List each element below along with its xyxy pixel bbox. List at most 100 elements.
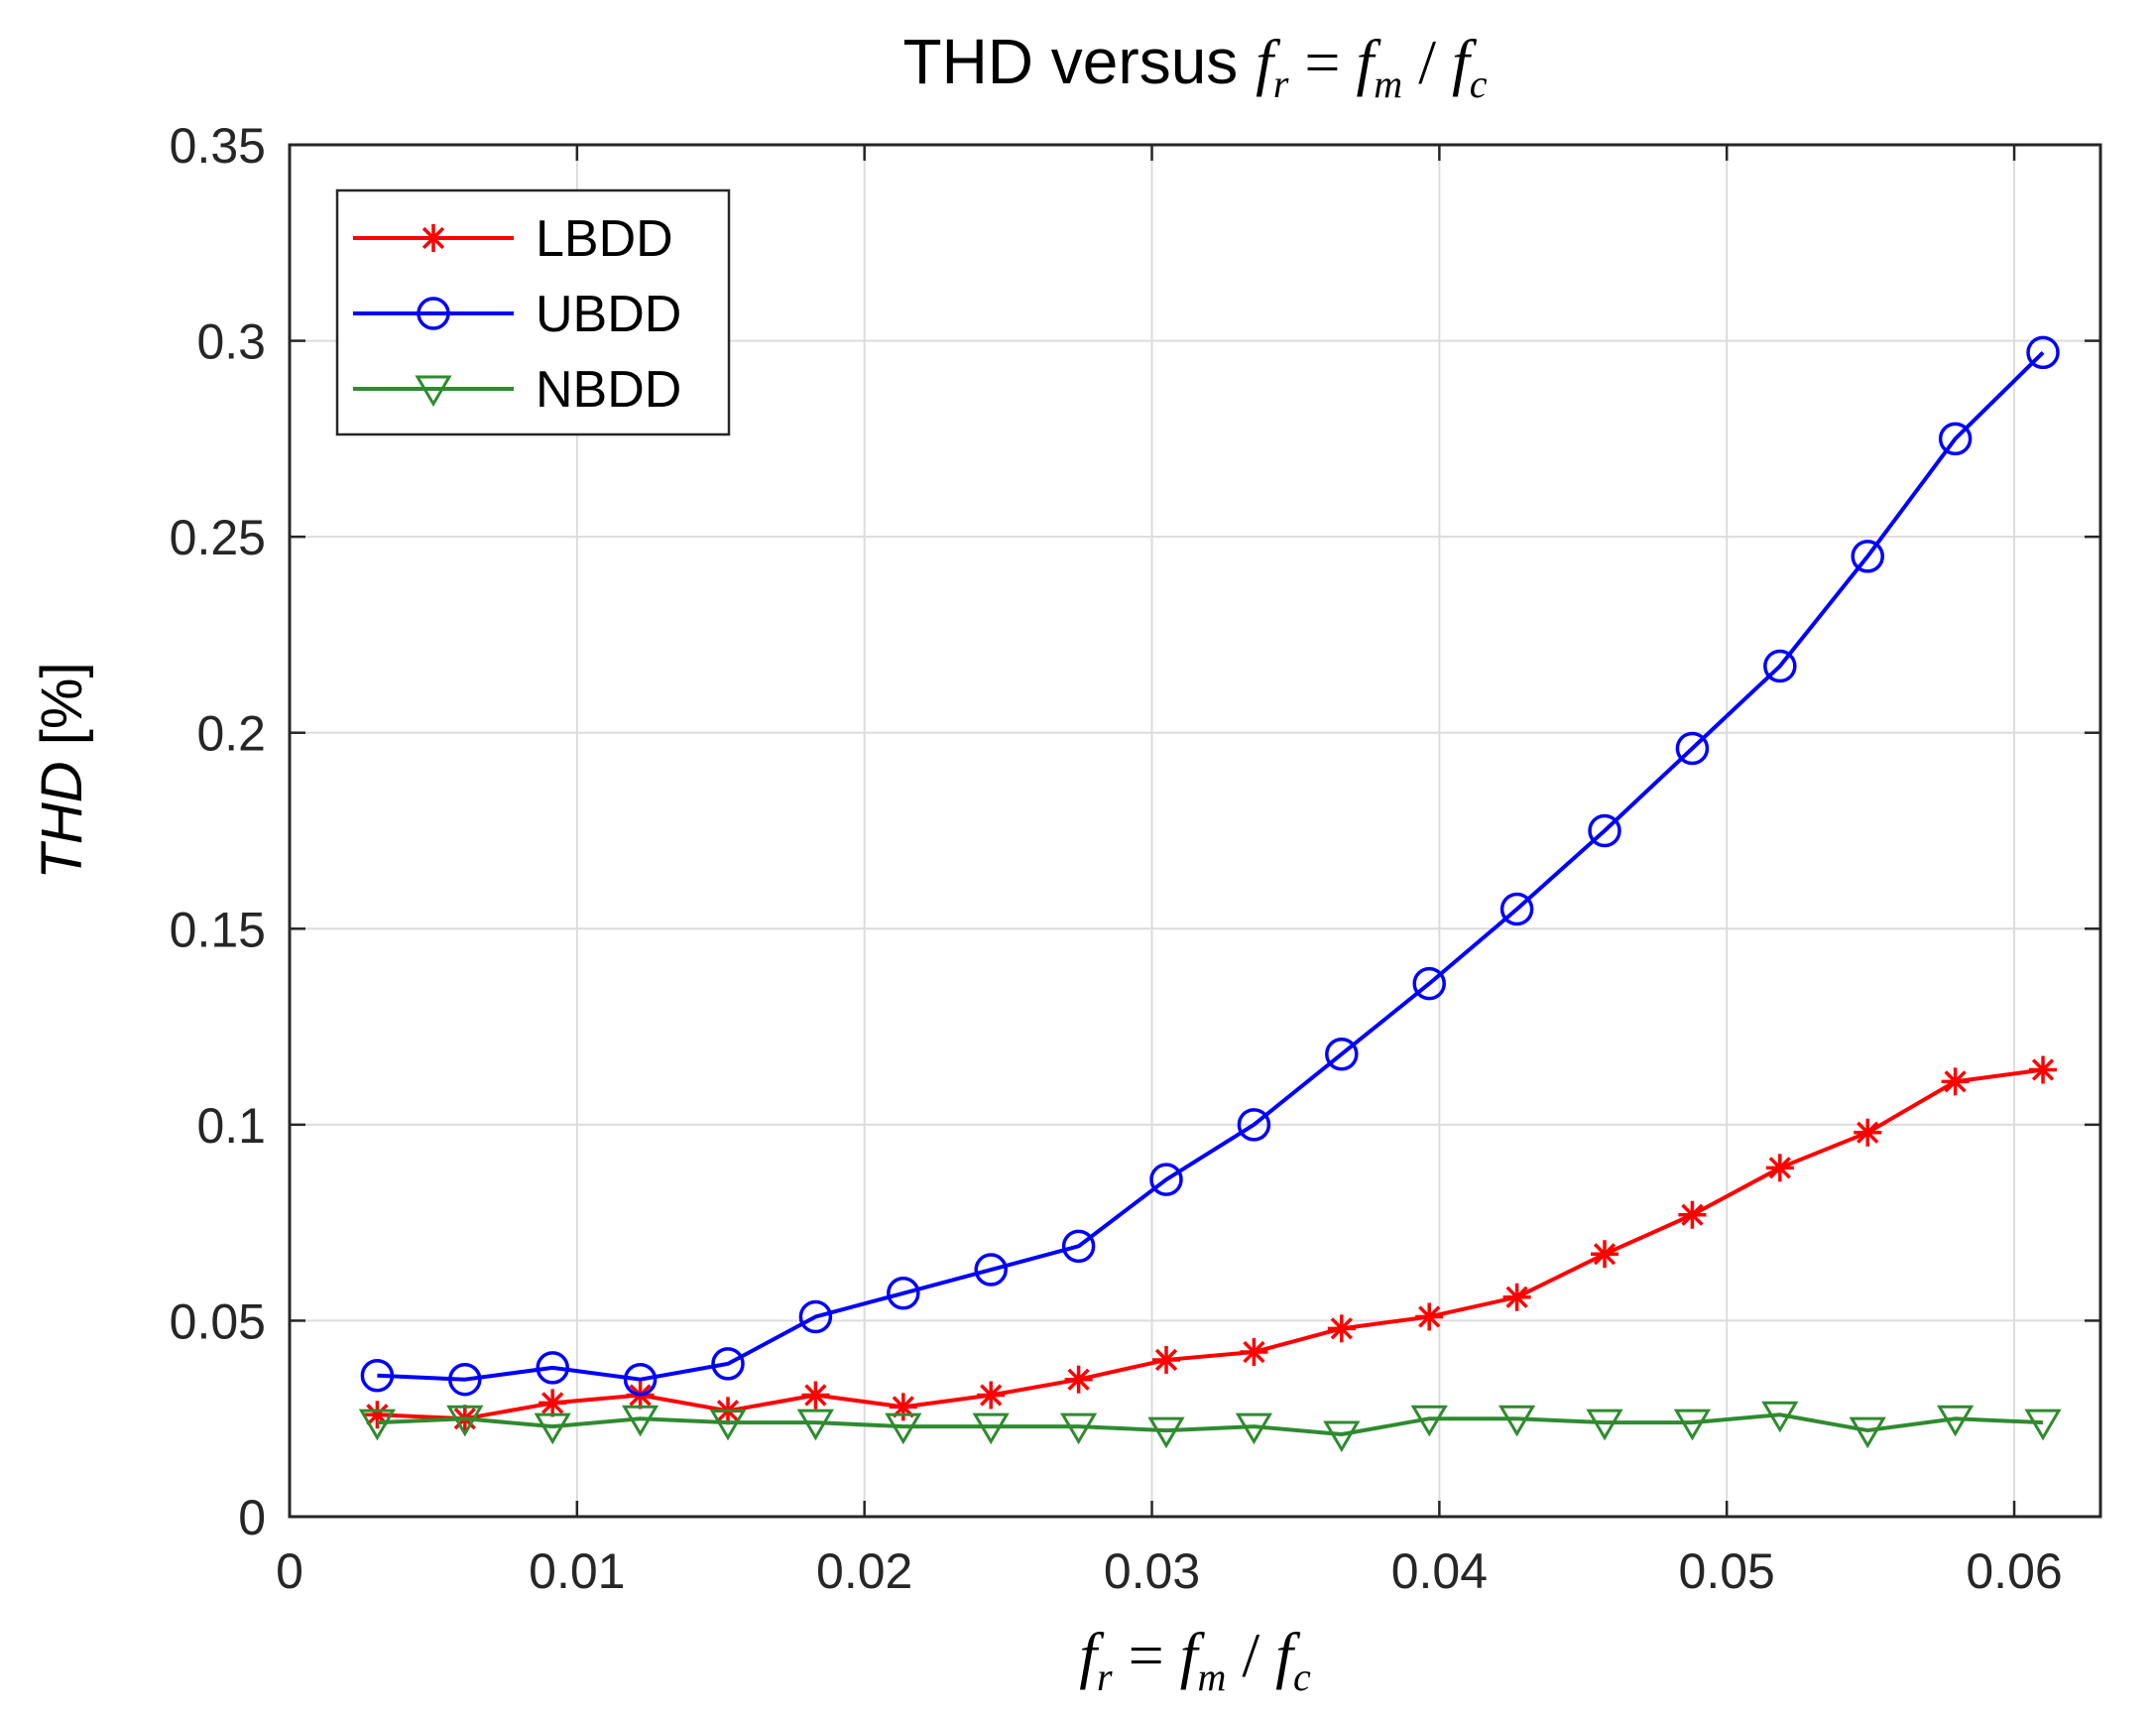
legend-label-lbdd: LBDD (536, 210, 673, 268)
y-tick-label: 0.25 (170, 510, 266, 565)
data-point-lbdd (1854, 1118, 1882, 1147)
data-point-nbdd (1937, 1405, 1975, 1437)
legend-item-ubdd: UBDD (353, 286, 681, 343)
y-axis-label: THD [%] (30, 662, 94, 879)
data-point-ubdd (1763, 649, 1797, 683)
legend: LBDD UBDD NBDD (335, 188, 731, 436)
legend-item-lbdd: LBDD (353, 210, 673, 268)
data-point-lbdd (1152, 1345, 1181, 1374)
legend-item-nbdd: NBDD (353, 361, 681, 419)
data-point-lbdd (1240, 1338, 1268, 1367)
data-point-lbdd (539, 1389, 567, 1417)
chart-title: THD versus fr = fm / fc (902, 26, 1487, 106)
data-point-ubdd (1588, 813, 1621, 848)
y-tick-label: 0.3 (196, 314, 266, 370)
plot-frame (288, 143, 2102, 1519)
legend-symbol-ubdd (417, 297, 450, 330)
legend-symbol-lbdd (419, 224, 447, 252)
data-point-lbdd (1502, 1283, 1531, 1311)
data-point-nbdd (534, 1412, 571, 1445)
data-point-nbdd (1147, 1416, 1185, 1449)
data-point-ubdd (2026, 335, 2060, 370)
data-point-nbdd (709, 1409, 747, 1441)
series-layer (358, 335, 2062, 1453)
x-tick-label: 0.06 (1966, 1543, 2062, 1599)
legend-label-nbdd: NBDD (536, 361, 681, 419)
x-tick-label: 0.02 (816, 1543, 912, 1599)
legend-marker-ubdd (417, 297, 450, 330)
x-tick-label: 0.03 (1104, 1543, 1200, 1599)
series-nbdd (358, 1401, 2062, 1453)
data-point-nbdd (1761, 1401, 1799, 1433)
xlabel-slash: / (1226, 1620, 1275, 1690)
y-tick-label: 0.35 (170, 118, 266, 174)
data-point-nbdd (1323, 1420, 1361, 1453)
title-sub-c: c (1470, 61, 1488, 106)
data-point-ubdd (711, 1347, 745, 1381)
legend-marker-nbdd (415, 375, 452, 408)
series-lbdd (363, 1055, 2058, 1433)
series-line-lbdd (377, 1067, 2044, 1421)
x-tick-label: 0.01 (529, 1543, 625, 1599)
data-point-nbdd (2024, 1409, 2062, 1441)
data-point-lbdd (889, 1393, 917, 1421)
y-tick-label: 0.2 (196, 706, 266, 762)
data-point-ubdd (1675, 731, 1710, 766)
title-sub-r: r (1273, 61, 1289, 106)
x-tick-label: 0.04 (1391, 1543, 1488, 1599)
data-point-ubdd (623, 1362, 658, 1397)
data-point-ubdd (1061, 1229, 1096, 1264)
y-tick-label: 0 (238, 1490, 266, 1545)
grid-lines (290, 145, 2100, 1517)
y-axis-ticks: 0 0.05 0.1 0.15 0.2 0.25 0.3 0.35 (170, 118, 2100, 1545)
x-axis-ticks: 0 0.01 0.02 0.03 0.04 0.05 0.06 (276, 145, 2063, 1599)
ylabel-thd: THD (30, 761, 94, 879)
data-point-nbdd (358, 1409, 397, 1441)
data-point-ubdd (448, 1362, 482, 1397)
x-tick-label: 0 (276, 1543, 303, 1599)
legend-label-ubdd: UBDD (536, 286, 681, 343)
data-point-ubdd (887, 1277, 920, 1310)
data-point-nbdd (1849, 1416, 1886, 1449)
title-equals: = (1288, 27, 1356, 97)
data-point-lbdd (1765, 1154, 1794, 1182)
y-tick-label: 0.15 (170, 902, 266, 957)
data-point-ubdd (1325, 1037, 1359, 1071)
title-sub-m: m (1374, 61, 1402, 106)
data-point-lbdd (977, 1381, 1006, 1410)
data-point-ubdd (1851, 540, 1884, 573)
x-axis-label: fr = fm / fc (1079, 1620, 1311, 1699)
data-point-lbdd (1327, 1314, 1356, 1343)
data-point-ubdd (1938, 422, 1973, 456)
data-point-ubdd (798, 1299, 833, 1334)
data-point-nbdd (1410, 1405, 1448, 1437)
xlabel-sub-c: c (1293, 1655, 1311, 1699)
y-tick-label: 0.05 (170, 1293, 266, 1349)
data-point-lbdd (2029, 1055, 2058, 1084)
ylabel-unit: [%] (30, 662, 94, 761)
data-point-nbdd (885, 1412, 922, 1445)
data-point-ubdd (1412, 966, 1446, 1001)
data-point-lbdd (801, 1381, 830, 1410)
xlabel-equals: = (1113, 1620, 1180, 1690)
data-point-ubdd (1149, 1163, 1183, 1196)
data-point-lbdd (1941, 1067, 1970, 1096)
data-point-ubdd (360, 1358, 395, 1393)
data-point-ubdd (536, 1351, 569, 1385)
title-prefix: THD versus (902, 26, 1256, 97)
data-point-nbdd (446, 1405, 484, 1437)
data-point-ubdd (1499, 892, 1534, 926)
data-point-nbdd (1673, 1409, 1712, 1441)
xlabel-sub-r: r (1097, 1655, 1113, 1699)
data-point-lbdd (1064, 1365, 1093, 1394)
legend-symbol-nbdd (415, 375, 452, 408)
data-point-ubdd (1237, 1108, 1271, 1142)
data-point-lbdd (363, 1401, 392, 1429)
series-ubdd (360, 335, 2060, 1397)
data-point-nbdd (1059, 1412, 1098, 1445)
data-point-lbdd (1415, 1302, 1444, 1331)
x-tick-label: 0.05 (1679, 1543, 1775, 1599)
data-point-nbdd (621, 1405, 659, 1437)
data-point-nbdd (796, 1409, 835, 1441)
